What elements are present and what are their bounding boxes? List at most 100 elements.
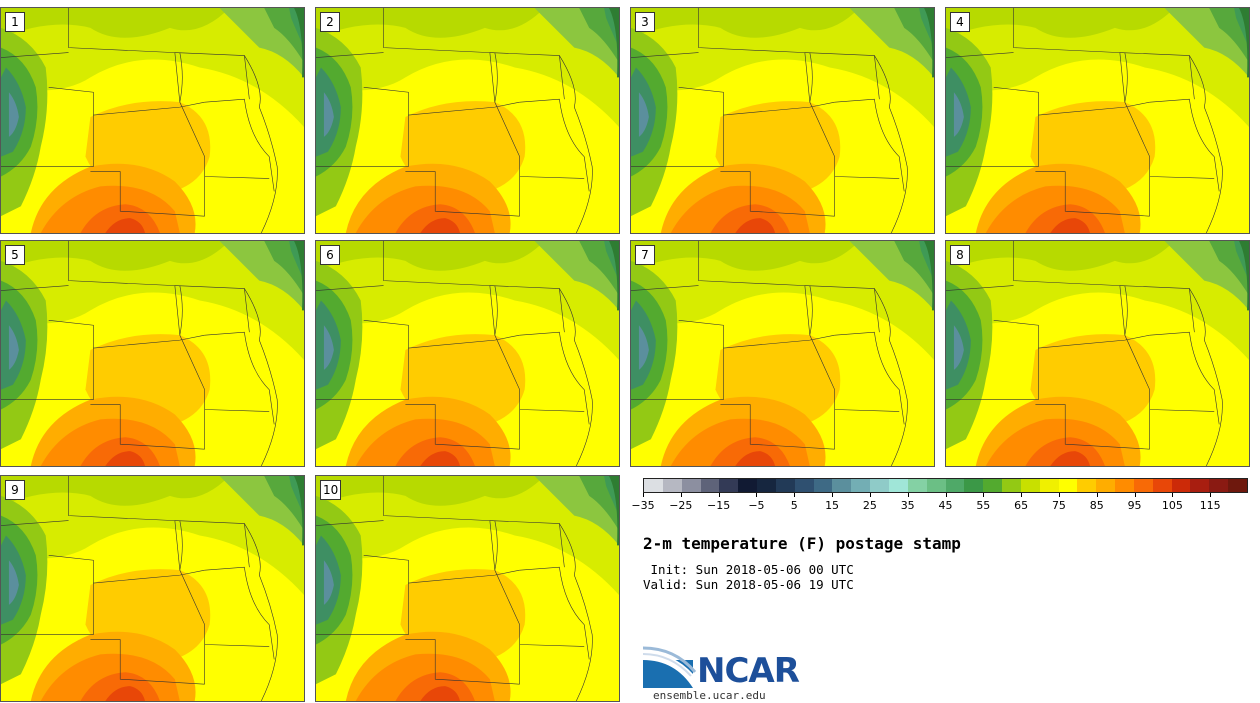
colorbar-tick [1021, 493, 1023, 497]
ensemble-member-panel: 1 [0, 7, 305, 234]
colorbar-tick [945, 493, 947, 497]
temperature-map [316, 8, 619, 233]
colorbar-tick-label: 15 [825, 499, 840, 512]
colorbar-swatch [1209, 479, 1229, 492]
colorbar-swatch [1190, 479, 1210, 492]
colorbar-swatch [1152, 479, 1172, 492]
colorbar-swatch [662, 479, 682, 492]
member-number-label: 3 [635, 12, 655, 32]
colorbar-tick-label: 35 [900, 499, 915, 512]
colorbar-swatch [1133, 479, 1153, 492]
colorbar-tick [1210, 493, 1212, 497]
colorbar-tick-label: 65 [1014, 499, 1029, 512]
colorbar-tick [983, 493, 985, 497]
ensemble-member-panel: 6 [315, 240, 620, 467]
member-number-label: 9 [5, 480, 25, 500]
colorbar-tick [718, 493, 720, 497]
colorbar-swatch [1002, 479, 1021, 492]
colorbar-swatch [794, 479, 814, 492]
colorbar-swatch [1115, 479, 1134, 492]
colorbar-swatch [1020, 479, 1040, 492]
member-number-label: 1 [5, 12, 25, 32]
colorbar-swatch [945, 479, 965, 492]
member-number-label: 2 [320, 12, 340, 32]
colorbar-swatch [832, 479, 852, 492]
colorbar-swatch [644, 479, 663, 492]
colorbar-swatch [1228, 479, 1247, 492]
colorbar-swatch [681, 479, 701, 492]
member-number-label: 7 [635, 245, 655, 265]
colorbar-swatch [964, 479, 984, 492]
colorbar-swatch [813, 479, 833, 492]
colorbar-tick [832, 493, 834, 497]
colorbar-swatch [757, 479, 776, 492]
colorbar-tick-label: 25 [862, 499, 877, 512]
colorbar-tick [1172, 493, 1174, 497]
colorbar-tick-label: −5 [748, 499, 765, 512]
ensemble-member-panel: 5 [0, 240, 305, 467]
colorbar-swatch [738, 479, 758, 492]
colorbar-swatch [1077, 479, 1097, 492]
colorbar-tick [1096, 493, 1098, 497]
colorbar-tick-label: 5 [790, 499, 798, 512]
ensemble-member-panel: 10 [315, 475, 620, 702]
colorbar-tick-label: −35 [631, 499, 655, 512]
colorbar-tick [1134, 493, 1136, 497]
temperature-map [631, 241, 934, 466]
temperature-map [1, 476, 304, 701]
colorbar-ticks: −35 −25 −15 −5 5 15 25 35 45 55 65 75 85 95 105 115 [631, 493, 1248, 513]
colorbar-tick-label: 85 [1089, 499, 1104, 512]
site-url: ensemble.ucar.edu [653, 689, 766, 702]
colorbar-swatch [870, 479, 889, 492]
colorbar-swatch [719, 479, 739, 492]
colorbar-tick-label: 75 [1051, 499, 1066, 512]
ncar-logo-icon [643, 646, 697, 688]
temperature-map [946, 241, 1249, 466]
colorbar-swatch [1058, 479, 1078, 492]
ensemble-member-panel: 4 [945, 7, 1250, 234]
colorbar-tick-label: 45 [938, 499, 953, 512]
ensemble-member-panel: 7 [630, 240, 935, 467]
member-number-label: 4 [950, 12, 970, 32]
colorbar-swatch [926, 479, 946, 492]
ensemble-member-panel: 9 [0, 475, 305, 702]
colorbar-tick-label: −25 [669, 499, 693, 512]
init-time: Init: Sun 2018-05-06 00 UTC [643, 562, 854, 577]
temperature-map [1, 241, 304, 466]
colorbar-tick-label: −15 [707, 499, 731, 512]
colorbar-swatch [851, 479, 871, 492]
ensemble-member-panel: 3 [630, 7, 935, 234]
colorbar-tick [643, 493, 644, 497]
member-number-label: 5 [5, 245, 25, 265]
temperature-map [316, 476, 619, 701]
colorbar-tick [680, 493, 682, 497]
colorbar-swatch [907, 479, 927, 492]
colorbar-swatch [1039, 479, 1059, 492]
temperature-colorbar [643, 478, 1248, 493]
member-number-label: 8 [950, 245, 970, 265]
colorbar-tick-label: 95 [1127, 499, 1142, 512]
colorbar-tick [756, 493, 758, 497]
temperature-map [316, 241, 619, 466]
colorbar-swatch [1171, 479, 1191, 492]
member-number-label: 10 [320, 480, 342, 500]
temperature-map [631, 8, 934, 233]
ncar-logo-text: NCAR [697, 651, 800, 691]
valid-time: Valid: Sun 2018-05-06 19 UTC [643, 577, 854, 592]
colorbar-tick [1058, 493, 1060, 497]
colorbar-swatch [1096, 479, 1116, 492]
temperature-map [946, 8, 1249, 233]
colorbar-swatch [700, 479, 720, 492]
colorbar-tick [869, 493, 871, 497]
colorbar-swatch [983, 479, 1003, 492]
colorbar-tick-label: 55 [976, 499, 991, 512]
temperature-map [1, 8, 304, 233]
colorbar-tick-label: 115 [1199, 499, 1221, 512]
colorbar-tick [794, 493, 796, 497]
colorbar-tick [907, 493, 909, 497]
colorbar-swatch [775, 479, 795, 492]
colorbar-tick-label: 105 [1161, 499, 1183, 512]
plot-title: 2-m temperature (F) postage stamp [643, 534, 961, 553]
ensemble-member-panel: 2 [315, 7, 620, 234]
member-number-label: 6 [320, 245, 340, 265]
